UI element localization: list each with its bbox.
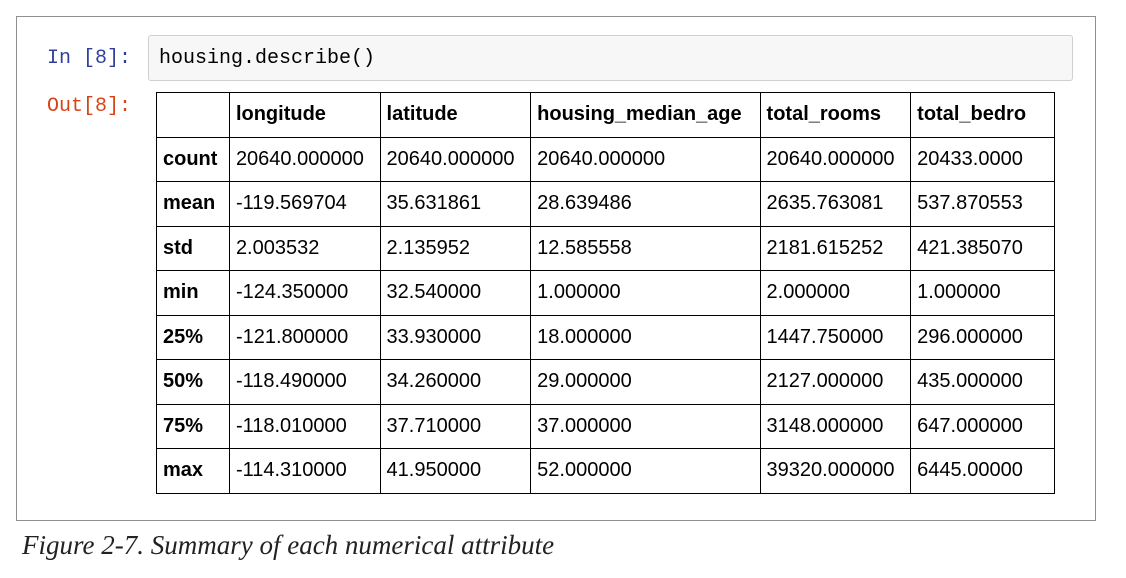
column-header-longitude: longitude [228,92,381,138]
table-cell: 647.000000 [910,403,1055,449]
column-header-total-bedrooms: total_bedro [910,92,1055,138]
table-cell: 6445.00000 [910,448,1055,494]
table-cell: 20640.000000 [379,136,532,182]
table-row: mean -119.569704 35.631861 28.639486 263… [156,181,1055,227]
table-cell: 29.000000 [530,359,761,405]
table-cell: 537.870553 [910,181,1055,227]
table-cell: 1447.750000 [759,314,912,360]
table-cell: -114.310000 [228,448,381,494]
column-header-housing-median-age: housing_median_age [530,92,761,138]
table-cell: 2.135952 [379,225,532,271]
table-cell: 20640.000000 [759,136,912,182]
row-label: 50% [156,359,230,405]
table-cell: 421.385070 [910,225,1055,271]
header-row: longitude latitude housing_median_age to… [156,92,1055,138]
table-cell: 34.260000 [379,359,532,405]
corner-cell [156,92,230,138]
column-header-total-rooms: total_rooms [759,92,912,138]
column-header-latitude: latitude [379,92,532,138]
row-label: count [156,136,230,182]
input-prompt: In [8]: [47,47,132,70]
table-cell: 2127.000000 [759,359,912,405]
table-cell: 20640.000000 [228,136,381,182]
code-cell[interactable]: housing.describe() [148,35,1073,81]
table-cell: 2635.763081 [759,181,912,227]
table-cell: 2.003532 [228,225,381,271]
figure-caption: Figure 2-7. Summary of each numerical at… [22,530,555,560]
table-cell: 12.585558 [530,225,761,271]
table-cell: -118.010000 [228,403,381,449]
table-cell: 33.930000 [379,314,532,360]
output-area: longitude latitude housing_median_age to… [156,92,1055,504]
table-row: 75% -118.010000 37.710000 37.000000 3148… [156,403,1055,449]
row-label: std [156,225,230,271]
table-cell: 3148.000000 [759,403,912,449]
table-cell: -124.350000 [228,270,381,316]
table-cell: 39320.000000 [759,448,912,494]
row-label: mean [156,181,230,227]
table-cell: 35.631861 [379,181,532,227]
row-label: 25% [156,314,230,360]
table-row: min -124.350000 32.540000 1.000000 2.000… [156,270,1055,316]
table-cell: -121.800000 [228,314,381,360]
table-cell: -118.490000 [228,359,381,405]
table-cell: 18.000000 [530,314,761,360]
notebook-frame: In [8]: housing.describe() Out[8]: longi… [16,16,1096,521]
table-row: count 20640.000000 20640.000000 20640.00… [156,136,1055,182]
table-cell: 52.000000 [530,448,761,494]
table-cell: 32.540000 [379,270,532,316]
output-prompt: Out[8]: [47,95,132,118]
table-cell: 296.000000 [910,314,1055,360]
table-cell: 2.000000 [759,270,912,316]
table-row: std 2.003532 2.135952 12.585558 2181.615… [156,225,1055,271]
row-label: min [156,270,230,316]
table-cell: 1.000000 [530,270,761,316]
describe-table: longitude latitude housing_median_age to… [156,92,1055,494]
table-cell: 20433.0000 [910,136,1055,182]
table-cell: 41.950000 [379,448,532,494]
table-row: 50% -118.490000 34.260000 29.000000 2127… [156,359,1055,405]
table-cell: 1.000000 [910,270,1055,316]
table-row: 25% -121.800000 33.930000 18.000000 1447… [156,314,1055,360]
row-label: 75% [156,403,230,449]
code-text: housing.describe() [159,47,376,70]
table-cell: 20640.000000 [530,136,761,182]
table-cell: 37.710000 [379,403,532,449]
table-cell: -119.569704 [228,181,381,227]
row-label: max [156,448,230,494]
table-cell: 37.000000 [530,403,761,449]
table-cell: 28.639486 [530,181,761,227]
table-cell: 2181.615252 [759,225,912,271]
table-row: max -114.310000 41.950000 52.000000 3932… [156,448,1055,494]
table-cell: 435.000000 [910,359,1055,405]
